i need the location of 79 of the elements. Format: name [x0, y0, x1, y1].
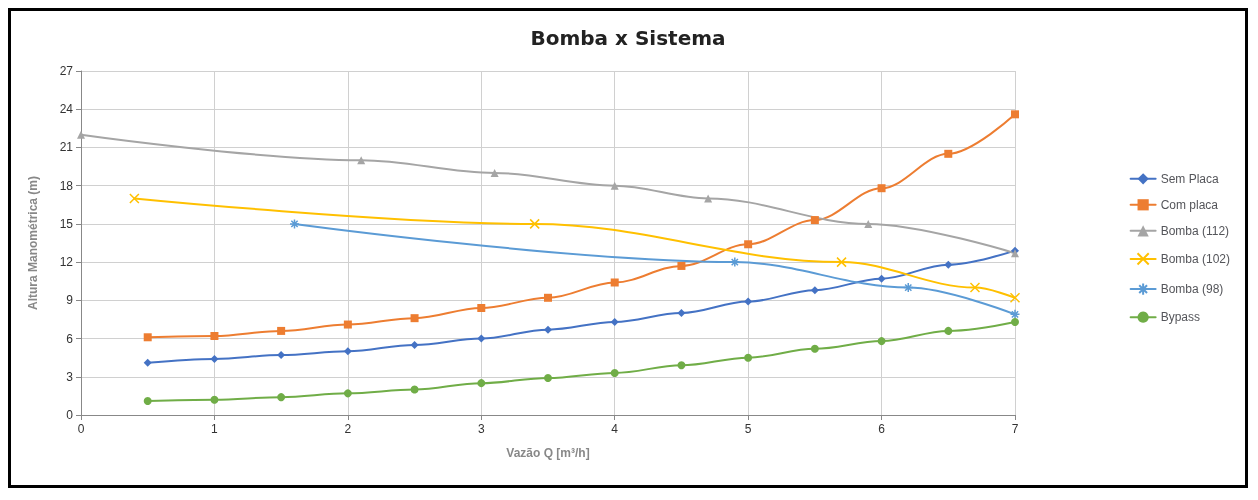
point: [836, 256, 847, 268]
x-tick-label: 4: [611, 422, 619, 436]
legend-label: Bomba (102): [1160, 251, 1231, 266]
point: [903, 282, 914, 293]
point: [1011, 317, 1019, 326]
point: [129, 193, 140, 204]
point: [810, 344, 819, 353]
point: [1009, 292, 1021, 304]
point: [544, 374, 552, 383]
point: [877, 337, 886, 346]
point: [610, 278, 619, 287]
y-axis-title: Altura Manométrica (m): [26, 175, 40, 311]
point: [677, 309, 686, 318]
y-tick-label: 24: [59, 102, 74, 117]
y-tick-label: 15: [59, 216, 74, 231]
y-tick-label: 21: [59, 140, 74, 155]
x-axis-title: Vazão Q [m³/h]: [506, 446, 590, 460]
legend-label: Bomba (112): [1160, 223, 1230, 238]
y-tick-label: 9: [66, 293, 74, 308]
point: [343, 347, 352, 356]
point: [210, 354, 219, 363]
point: [744, 240, 753, 249]
point: [810, 286, 819, 295]
point: [343, 320, 352, 329]
x-tick-label: 6: [878, 422, 886, 436]
point: [210, 332, 219, 341]
y-tick-label: 0: [66, 408, 74, 422]
point: [343, 389, 352, 398]
point: [210, 395, 219, 404]
point: [944, 260, 953, 269]
point: [969, 282, 981, 293]
point: [477, 303, 486, 312]
point: [1011, 110, 1019, 119]
point: [677, 261, 686, 270]
point: [610, 181, 619, 190]
point: [143, 333, 152, 342]
point: [864, 219, 873, 228]
point: [744, 297, 753, 306]
point: [289, 218, 300, 230]
point: [277, 326, 286, 335]
point: [810, 216, 819, 225]
point: [529, 218, 540, 230]
point: [944, 149, 953, 158]
x-tick-label: 0: [77, 422, 85, 436]
point: [143, 358, 152, 367]
point: [277, 393, 286, 402]
point: [877, 274, 886, 283]
point: [744, 353, 753, 362]
point: [410, 314, 419, 323]
legend-label: Com placa: [1160, 197, 1219, 212]
point: [610, 368, 619, 377]
point: [1009, 309, 1021, 320]
point: [610, 317, 619, 326]
point: [77, 130, 85, 139]
point: [410, 340, 419, 349]
point: [677, 361, 686, 370]
point: [143, 396, 152, 405]
x-tick-label: 7: [1011, 422, 1019, 436]
y-tick-label: 12: [59, 255, 74, 270]
point: [477, 379, 486, 388]
y-tick-label: 27: [59, 64, 74, 78]
x-tick-label: 3: [477, 422, 485, 436]
y-tick-label: 6: [66, 331, 74, 346]
y-tick-label: 3: [66, 369, 74, 384]
point: [490, 168, 499, 177]
chart-title: Bomba x Sistema: [530, 26, 726, 50]
point: [544, 293, 552, 302]
point: [877, 184, 886, 193]
x-tick-label: 1: [211, 422, 219, 436]
point: [410, 385, 419, 394]
x-tick-label: 2: [344, 422, 352, 436]
legend-label: Bypass: [1160, 310, 1200, 325]
point: [544, 325, 552, 334]
point: [944, 326, 953, 335]
point: [477, 334, 486, 343]
x-tick-label: 5: [744, 422, 752, 436]
y-tick-label: 18: [59, 178, 74, 193]
legend-label: Bomba (98): [1160, 282, 1224, 297]
legend-label: Sem Placa: [1160, 171, 1219, 186]
